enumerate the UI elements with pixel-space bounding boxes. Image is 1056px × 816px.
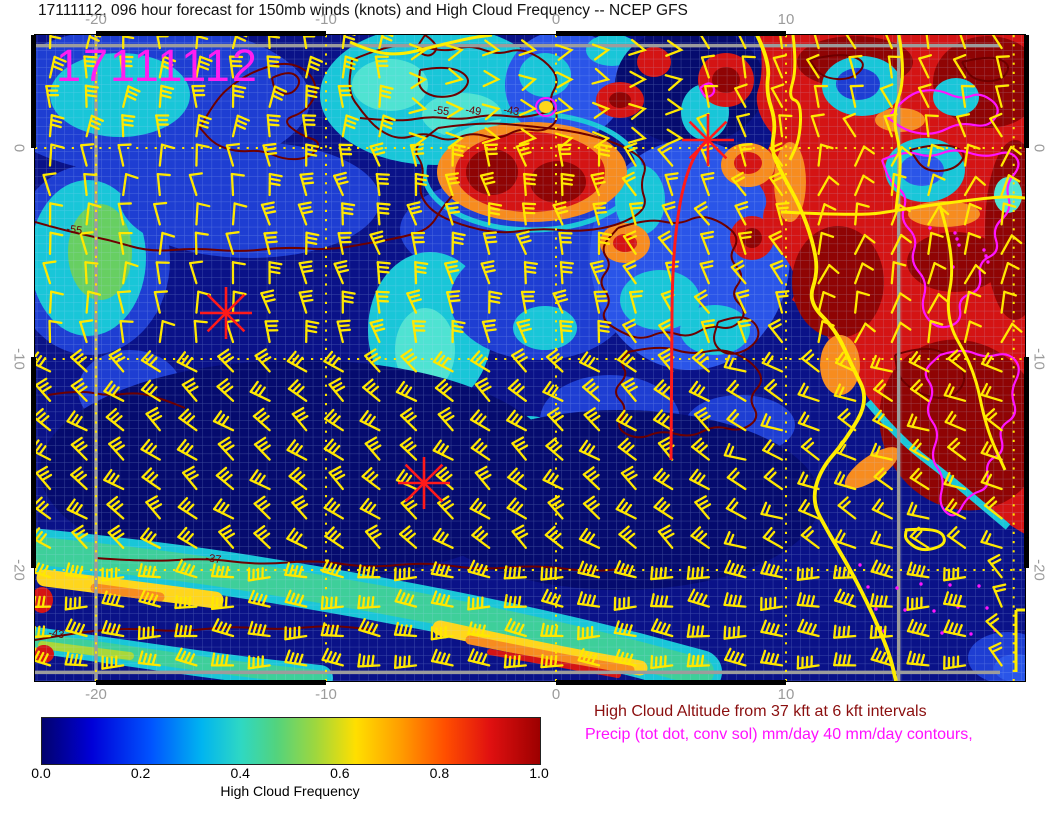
- contour-label: -43: [48, 627, 65, 641]
- colorbar-tick: 0.6: [330, 765, 350, 781]
- x-axis-tick-top: -20: [85, 11, 107, 28]
- frame-segment: [31, 357, 36, 568]
- legend-precip: Precip (tot dot, conv sol) mm/day 40 mm/…: [585, 726, 973, 743]
- contour-label: -43: [503, 104, 520, 118]
- x-axis-tick-bottom: -10: [315, 686, 337, 703]
- x-axis-tick-top: -10: [315, 11, 337, 28]
- x-axis-tick-top: 0: [551, 11, 561, 28]
- colorbar-tick: 1.0: [529, 765, 549, 781]
- colorbar-tick: 0.8: [429, 765, 450, 781]
- frame-segment: [1024, 35, 1029, 148]
- frame-segment: [96, 680, 326, 685]
- frame-segment: [556, 680, 786, 685]
- contour-label: -49: [465, 104, 482, 118]
- frame-segment: [96, 31, 326, 36]
- x-axis-tick-top: 10: [777, 11, 795, 28]
- x-axis-tick-bottom: -20: [85, 686, 107, 703]
- contour-label: -55: [66, 223, 83, 237]
- frame-segment: [556, 31, 786, 36]
- frame-segment: [1024, 357, 1029, 568]
- frame-segment: [31, 35, 36, 148]
- x-axis-tick-bottom: 0: [551, 686, 561, 703]
- x-axis-tick-bottom: 10: [777, 686, 795, 703]
- wind-barb-layer: [35, 35, 1023, 670]
- contour-label: -55: [433, 104, 450, 118]
- legend-high-cloud-altitude: High Cloud Altitude from 37 kft at 6 kft…: [594, 703, 927, 720]
- colorbar-label: High Cloud Frequency: [220, 783, 360, 799]
- site-marker-asterisk: [398, 457, 450, 509]
- forecast-map-canvas: -55 -55 -49 -43 -43 -37: [35, 35, 1025, 681]
- chart-title: 17111112, 096 hour forecast for 150mb wi…: [38, 2, 688, 19]
- site-marker-asterisk: [682, 114, 734, 166]
- colorbar-tick: 0.2: [130, 765, 151, 781]
- y-axis-tick-right: -20: [1030, 559, 1048, 581]
- site-marker-asterisk: [200, 287, 252, 339]
- map-overlay-run-id: 17111112: [56, 40, 259, 91]
- colorbar-tick: 0.0: [31, 765, 51, 781]
- y-axis-tick-left: -10: [10, 348, 28, 370]
- y-axis-tick-right: 0: [1030, 143, 1048, 153]
- contour-label: -37: [205, 552, 222, 566]
- y-axis-tick-left: 0: [10, 143, 28, 153]
- y-axis-tick-right: -10: [1030, 348, 1048, 370]
- colorbar-tick: 0.4: [230, 765, 250, 781]
- forecast-map: -55 -55 -49 -43 -43 -37: [34, 34, 1026, 682]
- y-axis-tick-left: -20: [10, 559, 28, 581]
- colorbar-gradient: [41, 717, 541, 765]
